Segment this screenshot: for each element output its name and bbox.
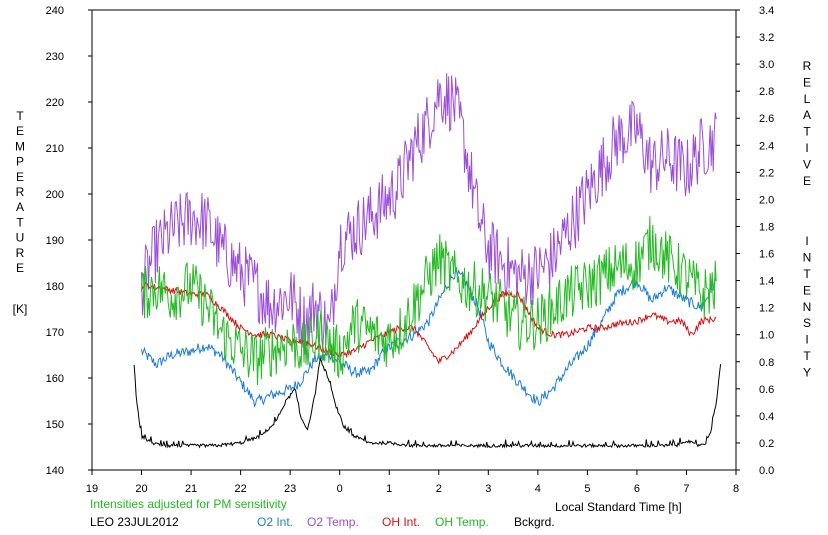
series-line-oh-int bbox=[141, 281, 717, 365]
axis-label-letter: T bbox=[803, 267, 811, 281]
y-right-tick-label: 2.4 bbox=[759, 140, 774, 152]
x-tick-label: 2 bbox=[436, 483, 442, 495]
axis-label-letter: Y bbox=[803, 365, 811, 379]
y-right-tick-label: 0.4 bbox=[759, 411, 774, 423]
y-left-tick-label: 150 bbox=[46, 419, 64, 431]
axis-label-letter: S bbox=[803, 316, 811, 330]
y-right-tick-label: 0.0 bbox=[759, 465, 774, 477]
legend-oh-temp: OH Temp. bbox=[435, 515, 489, 529]
y-right-tick-label: 0.6 bbox=[759, 384, 774, 396]
series-lines bbox=[133, 73, 722, 449]
y-right-tick-label: 3.2 bbox=[759, 32, 774, 44]
legend-oh-int: OH Int. bbox=[382, 515, 420, 529]
axis-label-letter: E bbox=[16, 124, 24, 138]
y-left-tick-label: 240 bbox=[46, 5, 64, 17]
axis-label-letter: R bbox=[16, 246, 25, 260]
station-date: LEO 23JUL2012 bbox=[90, 515, 179, 529]
axis-label-letter: P bbox=[16, 155, 24, 169]
axis-label-letter: U bbox=[16, 231, 25, 245]
x-tick-label: 6 bbox=[634, 483, 640, 495]
x-tick-label: 23 bbox=[284, 483, 296, 495]
axis-label-letter: T bbox=[16, 109, 24, 123]
series-line-o2-temp bbox=[141, 73, 717, 355]
axis-label-letter: I bbox=[805, 234, 808, 248]
y-left-tick-label: 210 bbox=[46, 143, 64, 155]
left-axis-unit: [K] bbox=[13, 302, 28, 316]
series-line-bckgrd bbox=[133, 357, 722, 449]
y-right-tick-label: 0.8 bbox=[759, 357, 774, 369]
x-tick-label: 5 bbox=[584, 483, 590, 495]
y-left-tick-label: 180 bbox=[46, 281, 64, 293]
y-right-tick-label: 3.4 bbox=[759, 5, 774, 17]
y-right-tick-label: 2.0 bbox=[759, 194, 774, 206]
y-left-tick-label: 170 bbox=[46, 327, 64, 339]
x-tick-label: 0 bbox=[337, 483, 343, 495]
x-tick-label: 20 bbox=[135, 483, 147, 495]
y-right-tick-label: 1.6 bbox=[759, 249, 774, 261]
y-right-tick-label: 2.6 bbox=[759, 113, 774, 125]
y-right-tick-label: 1.0 bbox=[759, 330, 774, 342]
axis-label-letter: M bbox=[15, 139, 25, 153]
y-left-tick-label: 220 bbox=[46, 97, 64, 109]
x-tick-label: 8 bbox=[733, 483, 739, 495]
y-left-tick-label: 200 bbox=[46, 189, 64, 201]
axis-label-letter: A bbox=[16, 200, 24, 214]
axis-label-letter: E bbox=[803, 283, 811, 297]
axis-label-letter: N bbox=[803, 300, 812, 314]
axis-label-letter: T bbox=[803, 349, 811, 363]
axis-label-letter: N bbox=[803, 251, 812, 265]
axis-ticks: 19 20 21 22 23 0 1 2 3 4 5 6 7 8140150160170180190200… bbox=[46, 5, 775, 495]
x-tick-label: 22 bbox=[234, 483, 246, 495]
y-right-tick-label: 2.2 bbox=[759, 167, 774, 179]
axis-label-letter: T bbox=[803, 125, 811, 139]
legend-o2-temp: O2 Temp. bbox=[307, 515, 359, 529]
x-tick-label: 3 bbox=[485, 483, 491, 495]
axis-label-letter: E bbox=[16, 170, 24, 184]
x-axis-label: Local Standard Time [h] bbox=[555, 500, 682, 514]
series-line-oh-temp bbox=[141, 216, 717, 386]
y-left-tick-label: 190 bbox=[46, 235, 64, 247]
series-line-o2-int bbox=[141, 269, 717, 408]
axis-label-letter: T bbox=[16, 215, 24, 229]
x-tick-label: 19 bbox=[86, 483, 98, 495]
y-right-tick-label: 0.2 bbox=[759, 438, 774, 450]
axis-label-letter: V bbox=[803, 157, 811, 171]
axis-label-letter: R bbox=[16, 185, 25, 199]
axis-label-letter: I bbox=[805, 333, 808, 347]
x-tick-label: 21 bbox=[185, 483, 197, 495]
x-tick-label: 7 bbox=[683, 483, 689, 495]
y-left-tick-label: 230 bbox=[46, 51, 64, 63]
y-right-tick-label: 2.8 bbox=[759, 86, 774, 98]
y-left-tick-label: 140 bbox=[46, 465, 64, 477]
axis-label-letter: I bbox=[805, 141, 808, 155]
axis-label-letter: L bbox=[804, 92, 811, 106]
plot-frame bbox=[91, 9, 737, 471]
axis-label-letter: E bbox=[16, 261, 24, 275]
y-right-tick-label: 1.4 bbox=[759, 276, 774, 288]
legend-bckgrd: Bckgrd. bbox=[514, 515, 555, 529]
x-tick-label: 4 bbox=[535, 483, 541, 495]
y-left-tick-label: 160 bbox=[46, 373, 64, 385]
note-text: Intensities adjusted for PM sensitivity bbox=[90, 497, 287, 511]
y-right-tick-label: 1.8 bbox=[759, 221, 774, 233]
y-right-tick-label: 1.2 bbox=[759, 303, 774, 315]
axis-label-letter: R bbox=[803, 59, 812, 73]
legend-o2-int: O2 Int. bbox=[257, 515, 293, 529]
x-tick-label: 1 bbox=[386, 483, 392, 495]
axis-label-letter: A bbox=[803, 108, 811, 122]
axis-label-letter: E bbox=[803, 174, 811, 188]
y-right-tick-label: 3.0 bbox=[759, 59, 774, 71]
axis-label-letter: E bbox=[803, 75, 811, 89]
